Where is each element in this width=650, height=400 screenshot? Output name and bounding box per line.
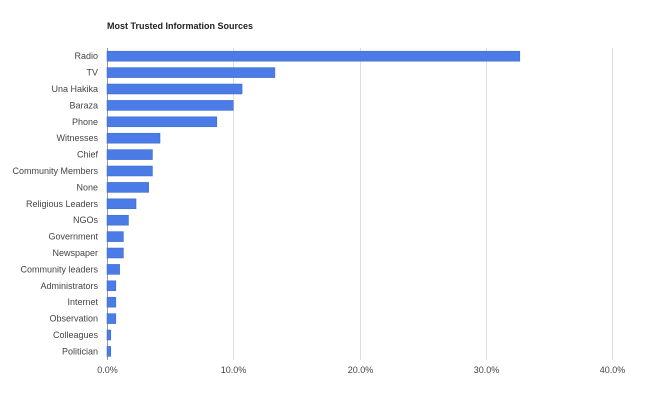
y-tick-label: Community leaders [20,264,98,274]
y-tick-label: Una Hakika [51,84,98,94]
y-tick-label: Newspaper [52,248,98,258]
y-tick-label: Administrators [40,281,98,291]
x-tick-label: 40.0% [600,365,626,375]
bar [106,198,137,210]
bar [106,329,112,341]
y-tick-label: Radio [74,51,98,61]
y-tick-label: NGOs [73,215,99,225]
bar [106,100,234,111]
y-tick-label: Phone [72,117,98,127]
y-tick-label: Internet [67,297,98,307]
x-tick-label: 0.0% [97,365,118,375]
x-tick-label: 10.0% [221,365,247,375]
bar [106,50,521,62]
chart-title: Most Trusted Information Sources [107,21,254,31]
bar [106,67,276,78]
bar [106,83,243,95]
y-tick-label: TV [86,68,98,78]
y-tick-label: Witnesses [56,133,98,143]
bar [106,214,129,226]
bar [106,346,112,357]
bar [106,165,153,177]
bar [106,247,124,259]
bar [106,280,117,292]
x-tick-label: 20.0% [348,365,374,375]
bar [106,296,117,308]
y-tick-label: Colleagues [53,330,99,340]
bar [106,264,120,275]
y-tick-label: Chief [77,150,99,160]
y-tick-label: None [76,182,98,192]
bar [106,149,153,160]
y-tick-label: Religious Leaders [26,199,99,209]
bar [106,132,161,144]
bar [106,231,124,242]
y-tick-label: Observation [49,314,98,324]
y-tick-label: Government [48,232,98,242]
bar [106,182,149,193]
x-tick-label: 30.0% [474,365,500,375]
y-tick-label: Community Members [12,166,98,176]
y-tick-label: Baraza [69,100,98,110]
y-tick-label: Politician [62,346,98,356]
bar [106,116,218,128]
bar [106,313,117,324]
